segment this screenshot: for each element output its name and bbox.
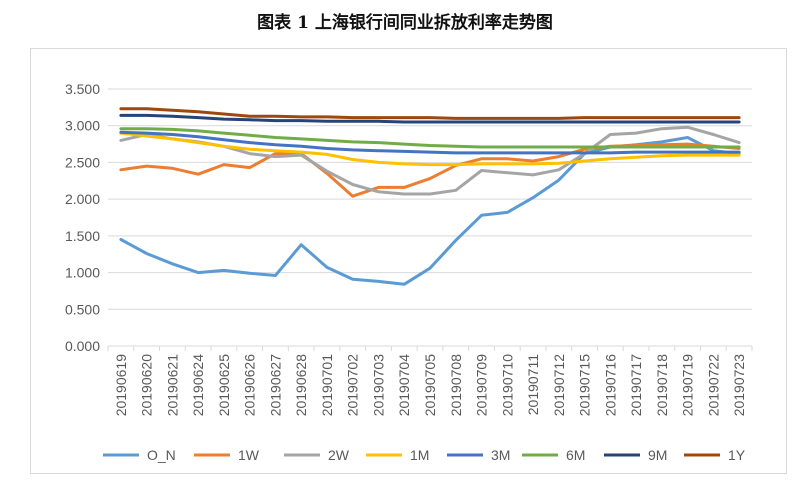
legend-item-3m: 3M <box>447 447 510 463</box>
series-line-1m <box>119 131 741 167</box>
x-tick-label: 20190708 <box>448 354 464 417</box>
x-tick-label: 20190701 <box>319 354 335 417</box>
x-tick-label: 20190719 <box>680 354 696 417</box>
x-tick-label: 20190717 <box>628 354 644 417</box>
legend-item-9m: 9M <box>604 447 667 463</box>
x-tick-label: 20190712 <box>551 354 567 417</box>
x-tick-label: 20190715 <box>577 354 593 417</box>
y-tick-label: 3.000 <box>65 118 100 134</box>
y-tick-label: 1.000 <box>65 265 100 281</box>
y-tick-label: 1.500 <box>65 228 100 244</box>
series-line-1y <box>119 107 741 120</box>
x-tick-label: 20190716 <box>602 354 618 417</box>
legend-label: 1M <box>410 447 429 463</box>
x-tick-label: 20190628 <box>293 354 309 417</box>
legend: O_N 1W 2W 1M 3M 6M 9M 1Y <box>103 447 746 463</box>
y-tick-label: 0.000 <box>65 338 100 354</box>
series-line-9m <box>119 113 741 124</box>
legend-item-1m: 1M <box>366 447 429 463</box>
legend-item-o-n: O_N <box>103 447 176 463</box>
x-tick-label: 20190621 <box>164 354 180 417</box>
legend-label: 1Y <box>728 447 746 463</box>
x-tick-label: 20190723 <box>731 354 747 417</box>
x-tick-label: 20190624 <box>190 354 206 417</box>
x-tick-label: 20190722 <box>705 354 721 417</box>
y-tick-label: 3.500 <box>65 81 100 97</box>
x-tick-label: 20190711 <box>525 354 541 415</box>
legend-label: 1W <box>238 447 260 463</box>
x-tick-label: 20190702 <box>345 354 361 417</box>
x-tick-label: 20190709 <box>474 354 490 417</box>
x-tick-label: 20190626 <box>242 354 258 417</box>
y-axis-ticks: 0.000 0.500 1.000 1.500 2.000 2.500 3.000 3.500 <box>65 81 100 354</box>
x-tick-label: 20190718 <box>654 354 670 417</box>
x-tick-label: 20190705 <box>422 354 438 417</box>
legend-label: 9M <box>648 447 667 463</box>
y-tick-label: 0.500 <box>65 301 100 317</box>
series-line-o-n <box>119 136 741 286</box>
x-tick-label: 20190704 <box>396 354 412 417</box>
gridlines <box>108 88 752 310</box>
series-lines <box>119 107 741 286</box>
legend-label: 6M <box>566 447 585 463</box>
series-line-6m <box>119 127 741 149</box>
legend-item-6m: 6M <box>522 447 585 463</box>
legend-item-2w: 2W <box>284 447 350 463</box>
legend-label: 3M <box>491 447 510 463</box>
x-tick-label: 20190703 <box>370 354 386 417</box>
x-tick-label: 20190627 <box>267 354 283 417</box>
y-tick-label: 2.500 <box>65 154 100 170</box>
legend-label: O_N <box>147 447 176 463</box>
x-tick-label: 20190620 <box>139 354 155 417</box>
legend-item-1y: 1Y <box>684 447 746 463</box>
x-tick-label: 20190625 <box>216 354 232 417</box>
x-tick-label: 20190710 <box>499 354 515 417</box>
legend-label: 2W <box>328 447 350 463</box>
x-axis-ticks: 20190619 20190620 20190621 20190624 20190625… <box>107 346 753 417</box>
chart-title: 图表 1 上海银行间同业拆放利率走势图 <box>257 13 553 33</box>
x-tick-label: 20190619 <box>113 354 129 417</box>
y-tick-label: 2.000 <box>65 191 100 207</box>
series-line-3m <box>119 130 741 155</box>
legend-item-1w: 1W <box>194 447 260 463</box>
